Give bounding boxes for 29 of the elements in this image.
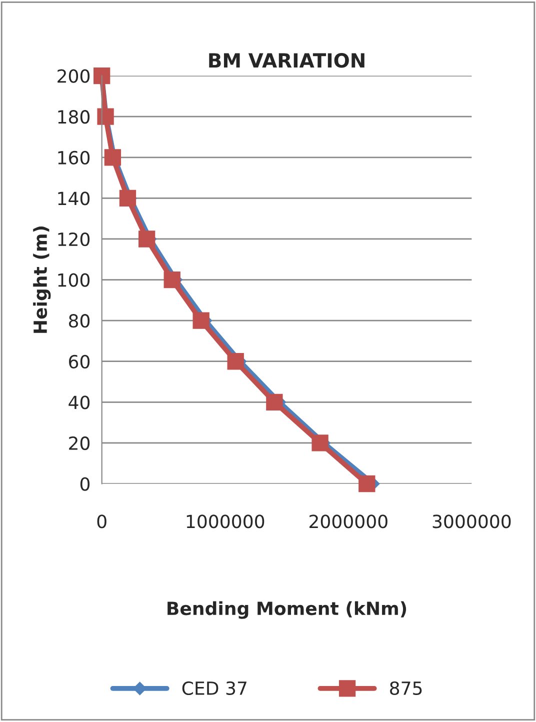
y-tick-label: 100 xyxy=(58,273,90,287)
x-tick-label: 2000000 xyxy=(310,514,388,528)
point xyxy=(266,394,283,410)
point xyxy=(358,475,376,492)
y-tick-label: 160 xyxy=(58,150,90,165)
y-axis-title: Height (m) xyxy=(33,226,51,333)
x-axis-title: Bending Moment (kNm) xyxy=(168,601,406,619)
y-tick-label: 60 xyxy=(69,354,90,368)
point xyxy=(312,434,328,452)
point xyxy=(192,312,210,329)
y-tick-label: 0 xyxy=(80,477,90,491)
y-tick-label: 180 xyxy=(58,110,90,124)
point xyxy=(119,190,136,207)
legend-label: CED 37 xyxy=(182,681,246,696)
y-tick-label: 20 xyxy=(69,436,90,450)
y-tick-label: 40 xyxy=(68,396,90,410)
y-tick-label: 200 xyxy=(58,69,90,83)
x-tick-label: 1000000 xyxy=(186,514,264,528)
y-tick-label: 120 xyxy=(58,232,90,246)
point xyxy=(164,271,180,288)
x-tick-label: 0 xyxy=(97,514,106,528)
legend-label: 875 xyxy=(390,681,422,696)
chart-title: BM VARIATION xyxy=(209,53,364,68)
point xyxy=(104,149,122,166)
point xyxy=(227,353,244,370)
point xyxy=(138,230,156,248)
x-tick-label: 3000000 xyxy=(432,514,511,528)
y-tick-label: 80 xyxy=(68,314,90,328)
y-tick-label: 140 xyxy=(58,192,90,206)
